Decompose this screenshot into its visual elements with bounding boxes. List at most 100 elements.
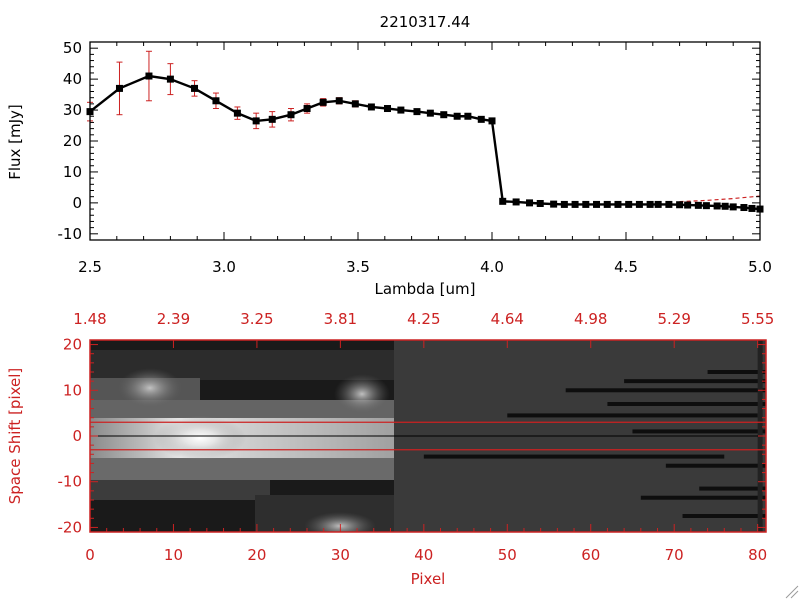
wavelength-tick-label-7: 5.29 [657, 310, 690, 328]
space-shift-axis-label: Space Shift [pixel] [6, 368, 24, 505]
flux-point-16 [397, 106, 405, 114]
flux-point-19 [440, 111, 448, 119]
shift-tick-label-3: 10 [63, 381, 82, 399]
flux-point-18 [426, 109, 434, 117]
flux-axis-ticks: 2.5 3.0 3.5 4.0 4.5 5.0 -10 0 10 20 30 40 50 [58, 39, 772, 276]
y-tick-label-2: 10 [63, 163, 82, 181]
y-tick-label-0: -10 [58, 225, 83, 243]
wavelength-tick-label-0: 1.48 [73, 310, 106, 328]
flux-point-20 [453, 112, 461, 120]
flux-plot-frame [89, 41, 761, 241]
flux-point-13 [351, 100, 359, 108]
pixel-tick-label-6: 60 [581, 546, 600, 564]
flux-point-5 [212, 97, 220, 105]
flux-point-28 [550, 200, 558, 208]
wavelength-tick-label-8: 5.55 [741, 310, 774, 328]
flux-point-10 [303, 105, 311, 113]
y-tick-label-5: 40 [63, 70, 82, 88]
flux-point-4 [191, 84, 199, 92]
x-tick-label-4: 4.5 [614, 258, 638, 276]
flux-point-42 [694, 201, 702, 209]
flux-point-26 [526, 199, 534, 207]
dark-row-1 [624, 379, 766, 384]
flux-point-11 [319, 98, 327, 106]
wavelength-tick-label-4: 4.25 [407, 310, 440, 328]
wavelength-tick-label-1: 2.39 [157, 310, 190, 328]
flux-point-41 [684, 201, 692, 209]
shift-tick-label-1: -10 [58, 473, 83, 491]
flux-point-37 [646, 200, 654, 208]
image-upper-right-source [334, 374, 390, 414]
image-dark-rows [423, 340, 766, 532]
flux-point-12 [335, 97, 343, 105]
image-lower-band [90, 458, 394, 480]
extraction-aperture [90, 421, 766, 451]
flux-point-46 [729, 203, 737, 211]
flux-point-35 [625, 200, 633, 208]
pixel-tick-label-1: 10 [164, 546, 183, 564]
flux-point-48 [748, 204, 756, 212]
resize-grip-icon[interactable] [785, 585, 799, 599]
flux-plot: 2.5 3.0 3.5 4.0 4.5 5.0 -10 0 10 20 30 40 50 [58, 39, 772, 276]
dark-row-9 [640, 495, 766, 500]
pixel-tick-label-8: 80 [748, 546, 767, 564]
image-axis-ticks: 0 10 20 30 40 50 60 70 80 1.48 2.39 3.25 3.81 4.25 4.6… [58, 310, 775, 564]
image-upper-source [118, 368, 182, 408]
dark-row-6 [423, 454, 725, 459]
dark-row-7 [665, 463, 766, 468]
wavelength-tick-label-3: 3.81 [324, 310, 357, 328]
dark-row-4 [507, 413, 758, 418]
pixel-tick-label-4: 40 [414, 546, 433, 564]
pixel-tick-label-5: 50 [498, 546, 517, 564]
flux-point-1 [115, 84, 123, 92]
dark-row-3 [607, 402, 766, 406]
dark-row-2 [565, 388, 766, 393]
flux-series-group [86, 50, 764, 213]
flux-point-17 [413, 108, 421, 116]
y-tick-label-3: 20 [63, 132, 82, 150]
pixel-axis-label: Pixel [411, 570, 446, 588]
flux-point-44 [713, 202, 721, 210]
flux-point-34 [614, 200, 622, 208]
flux-point-45 [721, 202, 729, 210]
wavelength-tick-label-2: 3.25 [240, 310, 273, 328]
y-tick-label-1: 0 [72, 194, 82, 212]
flux-point-25 [512, 198, 520, 206]
x-tick-label-5: 5.0 [748, 258, 772, 276]
wavelength-tick-label-5: 4.64 [491, 310, 524, 328]
flux-point-43 [702, 202, 710, 210]
chart-title: 2210317.44 [380, 13, 471, 31]
flux-point-27 [536, 199, 544, 207]
flux-point-9 [287, 111, 295, 119]
flux-point-29 [560, 200, 568, 208]
flux-point-7 [252, 117, 260, 125]
image-lower-dim-band [90, 480, 270, 500]
flux-point-33 [603, 200, 611, 208]
pixel-tick-label-7: 70 [665, 546, 684, 564]
flux-point-40 [676, 201, 684, 209]
flux-point-30 [571, 200, 579, 208]
flux-point-15 [383, 105, 391, 113]
flux-line [89, 74, 761, 211]
x-tick-label-2: 3.5 [346, 258, 370, 276]
flux-point-6 [233, 109, 241, 117]
shift-tick-label-0: -20 [58, 518, 83, 536]
flux-point-3 [166, 75, 174, 83]
shift-tick-label-2: 0 [72, 427, 82, 445]
flux-point-39 [665, 200, 673, 208]
flux-point-23 [488, 117, 496, 125]
flux-point-2 [145, 72, 153, 80]
x-tick-label-0: 2.5 [78, 258, 102, 276]
x-tick-label-3: 4.0 [480, 258, 504, 276]
flux-point-31 [582, 200, 590, 208]
y-axis-label: Flux [mJy] [6, 104, 24, 180]
x-tick-label-1: 3.0 [212, 258, 236, 276]
flux-point-8 [268, 115, 276, 123]
spectrum-image: 0 10 20 30 40 50 60 70 80 1.48 2.39 3.25 3.81 4.25 4.6… [58, 310, 775, 564]
flux-point-47 [740, 204, 748, 212]
wavelength-tick-label-6: 4.98 [574, 310, 607, 328]
dark-row-8 [699, 486, 766, 491]
shift-tick-label-4: 20 [63, 336, 82, 354]
dark-row-10 [682, 514, 766, 518]
